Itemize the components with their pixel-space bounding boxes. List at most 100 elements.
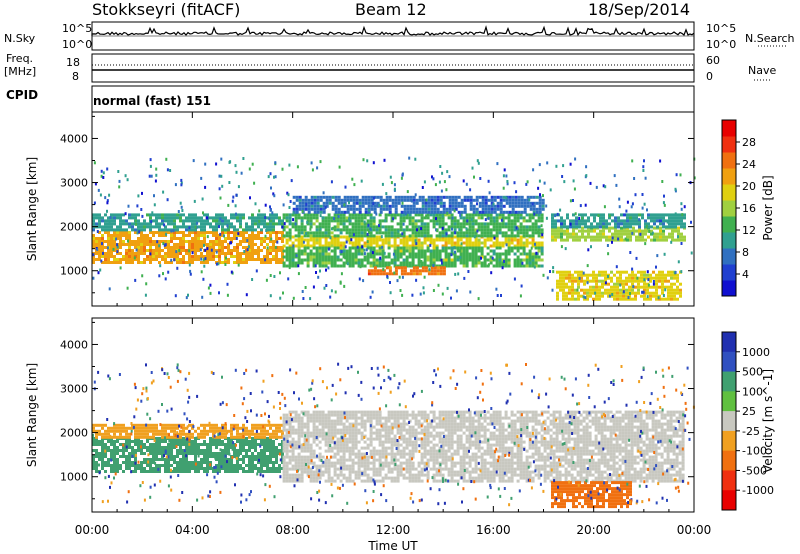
scatter-cell	[435, 217, 437, 221]
data-cell	[523, 204, 527, 208]
data-cell	[209, 426, 212, 430]
data-cell	[348, 246, 352, 250]
data-cell	[134, 464, 137, 467]
data-cell	[598, 291, 601, 295]
data-cell	[215, 237, 218, 240]
data-cell	[233, 452, 236, 455]
data-cell	[477, 216, 481, 220]
data-cell	[251, 252, 254, 255]
data-cell	[131, 258, 134, 261]
data-cell	[288, 416, 292, 420]
data-cell	[448, 201, 452, 205]
data-cell	[463, 204, 467, 208]
data-cell	[167, 222, 170, 226]
data-cell	[146, 446, 149, 449]
data-cell	[578, 213, 581, 217]
scatter-cell	[369, 295, 372, 299]
data-cell	[402, 258, 406, 262]
data-cell	[448, 210, 452, 214]
data-cell	[504, 252, 508, 256]
data-cell	[650, 225, 653, 229]
data-cell	[667, 291, 670, 295]
data-cell	[239, 426, 242, 430]
scatter-cell	[431, 175, 433, 179]
scatter-cell	[683, 205, 686, 209]
data-cell	[450, 264, 454, 268]
scatter-cell	[255, 269, 258, 273]
data-cell	[680, 219, 683, 223]
scatter-cell	[479, 177, 482, 180]
data-cell	[131, 446, 134, 449]
scatter-cell	[215, 262, 218, 266]
data-cell	[345, 258, 349, 262]
data-cell	[471, 255, 475, 259]
data-cell	[336, 234, 340, 238]
data-cell	[385, 207, 389, 211]
data-cell	[444, 234, 448, 238]
data-cell	[110, 219, 113, 223]
scatter-cell	[393, 187, 396, 191]
data-cell	[339, 231, 343, 235]
data-cell	[381, 219, 385, 223]
data-cell	[300, 455, 304, 459]
scatter-cell	[269, 208, 272, 212]
data-cell	[313, 201, 317, 205]
data-cell	[342, 213, 346, 217]
data-cell	[155, 443, 158, 446]
data-cell	[230, 255, 233, 258]
data-cell	[119, 435, 122, 439]
data-cell	[215, 426, 218, 430]
data-cell	[113, 426, 116, 430]
data-cell	[351, 258, 355, 262]
data-cell	[676, 297, 679, 301]
data-cell	[513, 228, 517, 232]
data-cell	[191, 258, 194, 261]
data-cell	[496, 195, 500, 199]
data-cell	[309, 258, 313, 262]
scatter-cell	[465, 227, 468, 231]
scatter-cell	[502, 174, 505, 178]
data-cell	[107, 219, 110, 223]
data-cell	[513, 252, 517, 256]
data-cell	[131, 470, 134, 473]
data-cell	[635, 229, 638, 233]
data-cell	[278, 464, 281, 467]
data-cell	[408, 252, 412, 256]
data-cell	[421, 195, 425, 199]
data-cell	[131, 225, 134, 229]
data-cell	[248, 458, 251, 461]
data-cell	[324, 244, 328, 248]
data-cell	[373, 195, 377, 199]
data-cell	[516, 213, 520, 217]
data-cell	[363, 231, 367, 235]
data-cell	[149, 458, 152, 461]
data-cell	[667, 285, 670, 289]
data-cell	[667, 297, 670, 301]
data-cell	[589, 285, 592, 289]
data-cell	[248, 443, 251, 446]
data-cell	[309, 255, 313, 259]
data-cell	[556, 297, 559, 301]
data-cell	[191, 216, 194, 220]
data-cell	[477, 261, 481, 265]
data-cell	[462, 231, 466, 235]
data-cell	[185, 467, 188, 470]
data-cell	[471, 213, 475, 217]
data-cell	[393, 228, 397, 232]
data-cell	[248, 446, 251, 449]
data-cell	[95, 213, 98, 217]
data-cell	[233, 435, 236, 439]
data-cell	[170, 458, 173, 461]
data-cell	[592, 276, 595, 280]
data-cell	[288, 252, 292, 256]
data-cell	[525, 261, 529, 265]
data-cell	[424, 207, 428, 211]
data-cell	[342, 264, 346, 268]
scatter-cell	[587, 248, 590, 252]
data-cell	[631, 282, 634, 286]
data-cell	[242, 440, 245, 443]
data-cell	[257, 443, 260, 446]
data-cell	[309, 213, 313, 217]
scatter-cell	[343, 284, 346, 288]
data-cell	[537, 244, 541, 248]
